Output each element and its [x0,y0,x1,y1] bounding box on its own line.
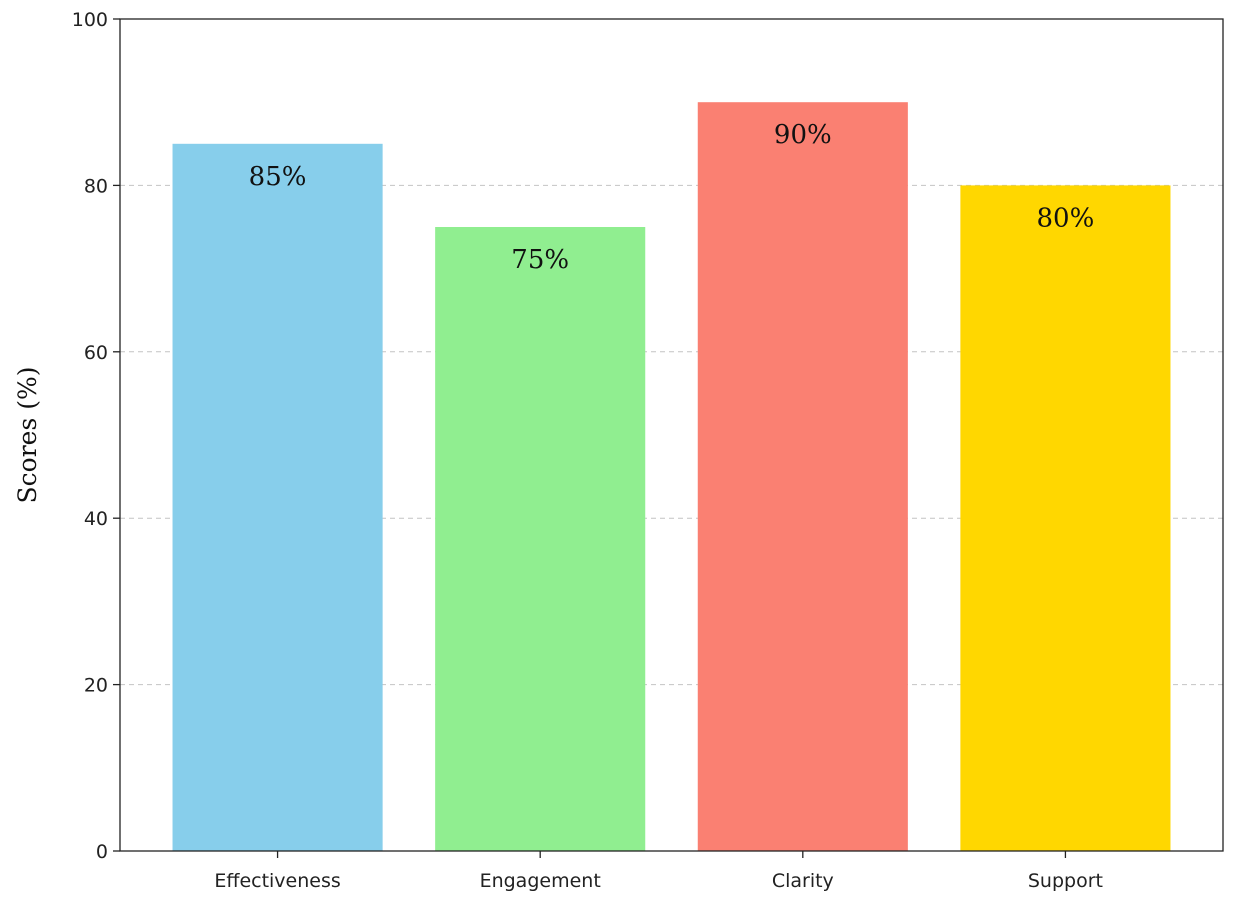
bar-effectiveness [172,143,383,852]
y-tick-label: 100 [72,9,108,31]
bar-layer [172,102,1171,852]
y-tick-label: 60 [84,342,108,364]
bar-clarity [697,102,908,851]
y-tick-label: 80 [84,175,108,197]
y-tick-label: 20 [84,675,108,697]
x-axis-ticks: Effectiveness Engagement Clarity Support [214,851,1103,892]
axis-layer [119,18,1224,852]
x-tick-label-support: Support [1028,870,1103,892]
bar-engagement [435,227,646,851]
x-tick-label-engagement: Engagement [480,870,601,892]
bar-support [960,185,1171,851]
data-label-support: 80% [1037,203,1095,233]
y-axis-ticks: 0 20 40 60 80 100 [72,9,120,863]
y-tick-label: 0 [96,841,108,863]
plot-frame [119,18,1224,852]
x-tick-label-effectiveness: Effectiveness [214,870,340,892]
x-tick-label-clarity: Clarity [772,870,834,892]
data-label-engagement: 75% [511,245,569,275]
data-label-effectiveness: 85% [249,162,307,192]
data-label-layer: 85% 75% 90% 80% [249,120,1095,275]
data-label-clarity: 90% [774,120,832,150]
y-axis-label: Scores (%) [13,367,42,504]
y-tick-label: 40 [84,508,108,530]
